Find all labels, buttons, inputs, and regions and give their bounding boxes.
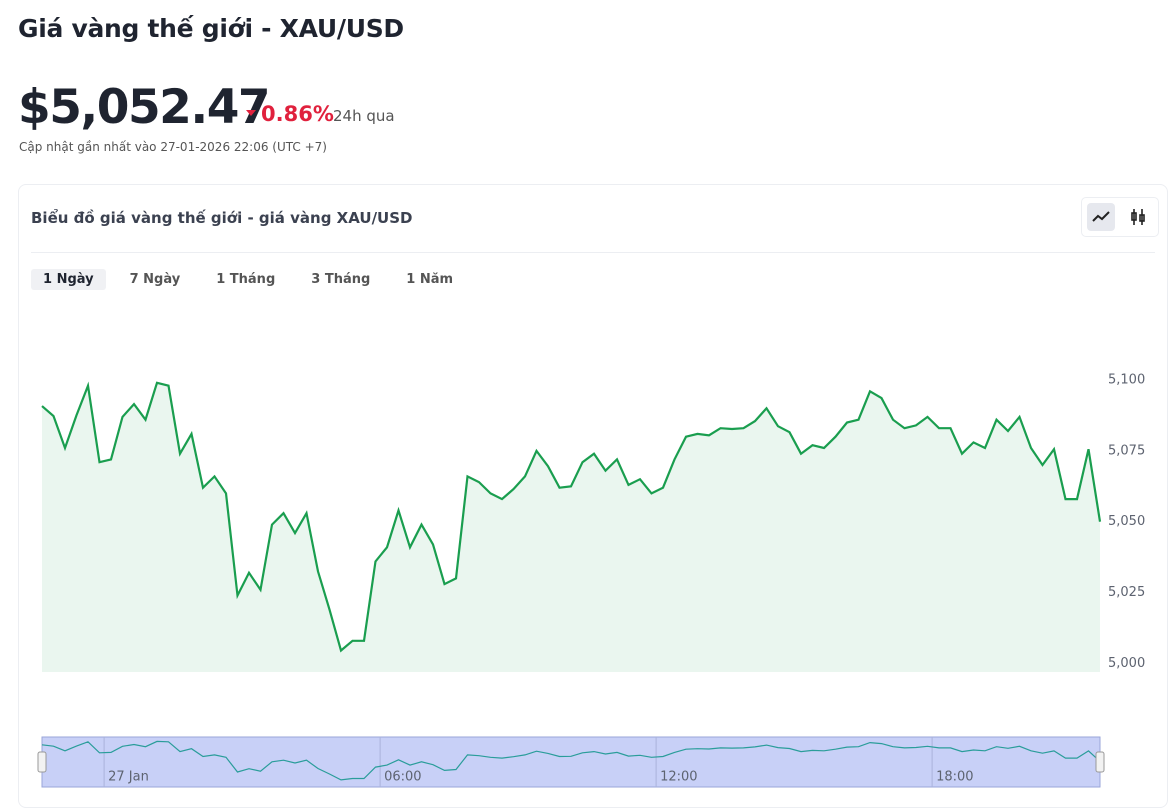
candle-chart-button[interactable] [1124, 203, 1152, 231]
y-tick-label: 5,000 [1108, 656, 1145, 671]
chart-type-toggle [1081, 197, 1159, 237]
line-icon [1092, 211, 1110, 222]
y-tick-label: 5,025 [1108, 585, 1145, 600]
range-tab[interactable]: 1 Tháng [216, 272, 276, 287]
range-tab[interactable]: 7 Ngày [129, 272, 181, 287]
navigator-handle [37, 751, 47, 773]
price: $5,052.47 [18, 80, 271, 135]
navigator-handle [1095, 751, 1105, 773]
candle-icon [1131, 209, 1145, 225]
navigator-tick-label: 12:00 [660, 770, 697, 785]
range-tab[interactable]: 1 Năm [406, 272, 454, 287]
range-tabs: 1 Ngày 7 Ngày 1 Tháng 3 Tháng 1 Năm [31, 269, 465, 290]
price-line [41, 381, 1102, 653]
range-tab[interactable]: 1 Ngày [31, 269, 106, 290]
change-period: 24h qua [333, 107, 395, 125]
navigator-line [41, 740, 1101, 781]
area [42, 382, 1100, 672]
chart-card: Biểu đồ giá vàng thế giới - giá vàng XAU… [18, 184, 1168, 808]
navigator-tick-label: 27 Jan [108, 770, 149, 785]
y-tick-label: 5,100 [1108, 373, 1145, 388]
page-title: Giá vàng thế giới - XAU/USD [18, 14, 404, 43]
range-tab[interactable]: 3 Tháng [311, 272, 371, 287]
navigator-tick-label: 06:00 [384, 770, 421, 785]
card-title: Biểu đồ giá vàng thế giới - giá vàng XAU… [31, 209, 413, 227]
price-change: 0.86% [246, 102, 334, 126]
y-tick-label: 5,050 [1108, 514, 1145, 529]
divider [31, 252, 1155, 253]
updated-time: Cập nhật gần nhất vào 27-01-2026 22:06 (… [19, 140, 327, 154]
y-tick-label: 5,075 [1108, 443, 1145, 458]
line-chart-button[interactable] [1087, 203, 1115, 231]
navigator-tick-label: 18:00 [936, 770, 973, 785]
navigator-window [41, 736, 1101, 788]
